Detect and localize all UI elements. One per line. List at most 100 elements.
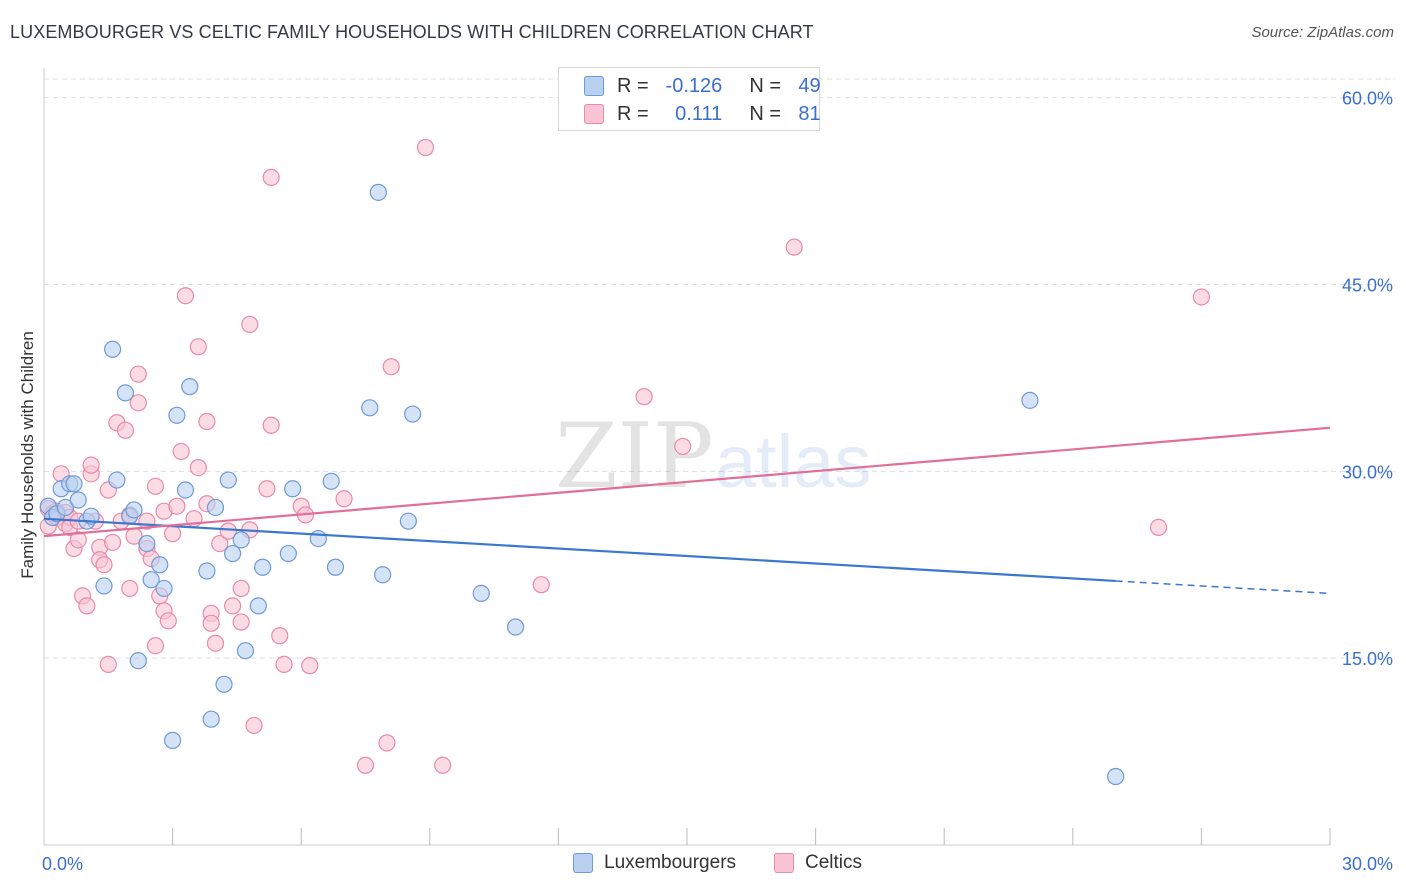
luxembourgers-point — [116, 384, 135, 402]
x-tick-label: 30.0% — [1342, 854, 1393, 874]
luxembourgers-point — [168, 406, 186, 424]
celtics-point — [211, 534, 229, 553]
y-tick-label: 60.0% — [1342, 89, 1393, 109]
celtics-point — [262, 416, 280, 434]
luxembourgers-point — [249, 597, 267, 615]
luxembourgers-point — [506, 618, 525, 636]
celtics-point — [129, 394, 147, 412]
n-value: 49 — [798, 74, 821, 97]
celtics-point — [198, 412, 216, 431]
celtics-point — [271, 627, 289, 645]
luxembourgers-point — [142, 571, 160, 589]
celtics-point — [129, 365, 147, 383]
watermark: ZIP atlas — [555, 404, 871, 509]
r-value: -0.126 — [665, 74, 723, 97]
luxembourgers-point — [176, 481, 195, 499]
luxembourgers-point — [164, 731, 182, 749]
celtics-point — [674, 437, 692, 456]
celtics-point — [258, 480, 276, 498]
celtics-point — [532, 576, 550, 594]
luxembourgers-point — [236, 642, 255, 660]
celtics-point — [69, 531, 87, 549]
celtics-point — [262, 168, 280, 186]
legend-label-celtics: Celtics — [805, 852, 863, 873]
celtics-point — [335, 490, 353, 508]
celtics-point — [168, 497, 186, 515]
legend-item-celtics[interactable]: Celtics — [774, 852, 862, 874]
luxembourgers-point — [95, 577, 113, 595]
y-tick-label: 45.0% — [1342, 276, 1393, 296]
celtics-point — [241, 315, 259, 333]
celtics-point — [202, 614, 220, 632]
luxembourgers-points — [39, 183, 1125, 786]
celtics-point — [99, 655, 117, 673]
legend-swatch-blue — [573, 853, 593, 873]
legend-label-luxembourgers: Luxembourgers — [604, 852, 737, 873]
luxembourgers-point — [309, 529, 327, 548]
luxembourgers-point — [198, 562, 216, 580]
luxembourgers-point — [215, 675, 233, 693]
luxembourgers-point — [232, 531, 250, 549]
celtics-point — [1149, 518, 1168, 536]
celtics-point — [1192, 288, 1211, 306]
luxembourgers-point — [369, 183, 387, 201]
celtics-point — [356, 756, 375, 774]
luxembourgers-point — [224, 544, 242, 563]
legend-series: Luxembourgers Celtics — [0, 852, 1406, 876]
y-tick-label: 15.0% — [1342, 649, 1393, 669]
y-axis-label: Family Households with Children — [18, 331, 37, 579]
watermark-atlas: atlas — [715, 420, 871, 503]
luxembourgers-point — [206, 498, 225, 517]
celtics-point — [301, 657, 319, 675]
legend-swatch-blue — [584, 76, 604, 96]
luxembourgers-point — [151, 556, 169, 574]
legend-stat-text: R = -0.126 N = 49 — [617, 75, 821, 98]
n-value: 81 — [798, 102, 821, 125]
luxembourgers-point — [56, 498, 75, 517]
luxembourgers-point — [138, 534, 156, 553]
n-label: N = — [749, 102, 782, 125]
celtics-point — [416, 138, 435, 157]
luxembourgers-point — [129, 652, 147, 670]
celtics-point — [785, 238, 803, 256]
celtics-point — [224, 597, 242, 615]
celtics-point — [146, 637, 165, 655]
celtics-point — [275, 655, 293, 673]
luxembourgers-point — [1021, 391, 1039, 409]
luxembourgers-point — [326, 558, 345, 576]
chart-title: LUXEMBOURGER VS CELTIC FAMILY HOUSEHOLDS… — [10, 22, 814, 42]
luxembourgers-trendline — [43, 517, 1116, 583]
y-tick-label: 30.0% — [1342, 462, 1393, 482]
celtics-point — [232, 579, 250, 598]
luxembourgers-point — [404, 405, 422, 423]
luxembourgers-point — [155, 579, 173, 598]
celtics-point — [103, 533, 122, 551]
legend-stat-text: R = 0.111 N = 81 — [617, 103, 821, 126]
luxembourgers-point — [108, 471, 126, 489]
celtics-point — [95, 556, 113, 574]
luxembourgers-point — [279, 544, 297, 563]
r-label: R = — [617, 102, 649, 125]
source-label: Source: ZipAtlas.com — [1251, 24, 1394, 41]
celtics-point — [116, 421, 135, 439]
celtics-point — [378, 734, 396, 752]
luxembourgers-point — [472, 584, 490, 603]
x-tick-label: 0.0% — [42, 854, 83, 874]
luxembourgers-point — [361, 399, 379, 417]
celtics-point — [189, 459, 207, 477]
celtics-point — [245, 716, 263, 735]
luxembourgers-point — [65, 475, 83, 493]
celtics-point — [176, 287, 195, 305]
luxembourgers-point — [219, 471, 237, 489]
luxembourgers-point — [181, 378, 199, 396]
legend-item-luxembourgers[interactable]: Luxembourgers — [573, 852, 736, 874]
trendlines — [43, 426, 1331, 595]
celtics-point — [189, 338, 207, 356]
luxembourgers-point — [399, 512, 417, 530]
celtics-point — [159, 612, 177, 630]
luxembourgers-trendline-extension — [1115, 580, 1331, 595]
celtics-point — [382, 358, 400, 376]
n-label: N = — [749, 74, 782, 97]
legend-swatch-pink — [774, 853, 794, 873]
